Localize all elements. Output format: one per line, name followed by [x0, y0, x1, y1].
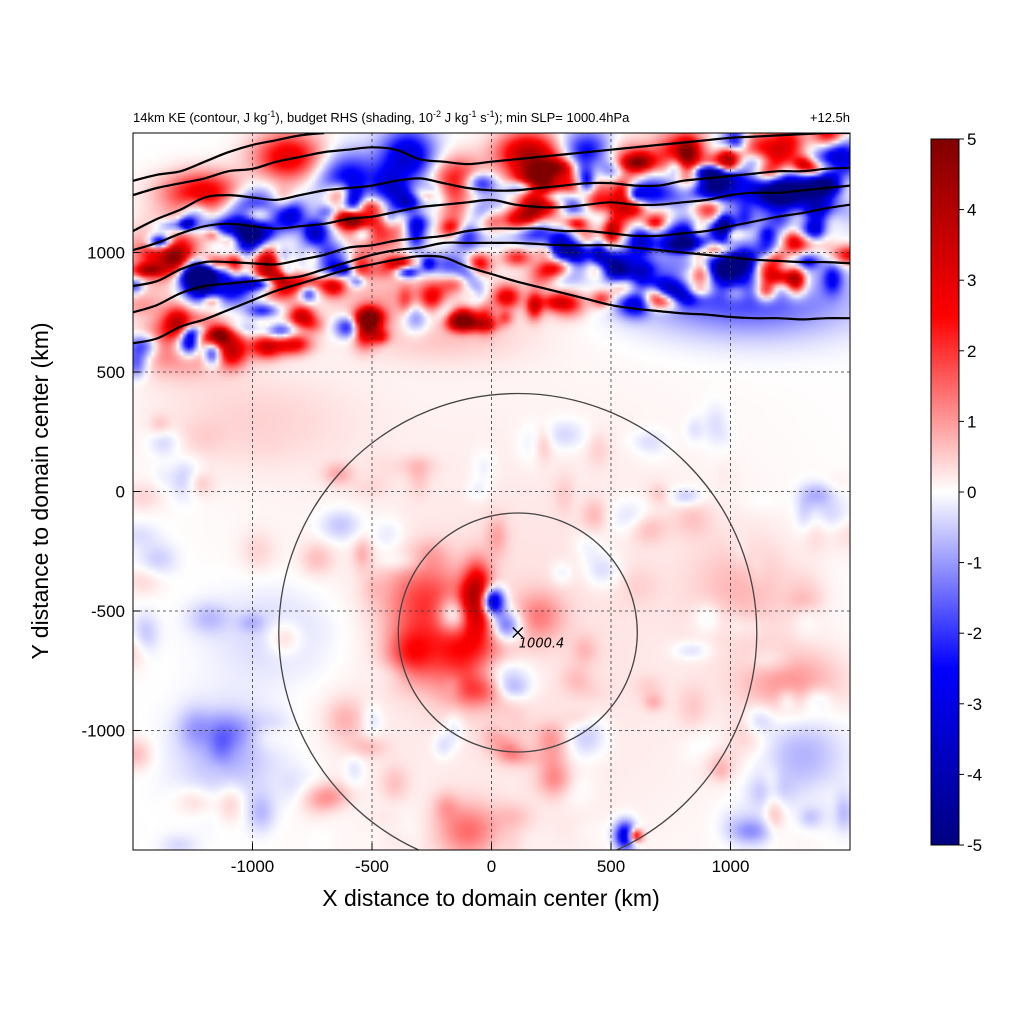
- colorbar-tick-label: 4: [967, 201, 976, 220]
- ke-contour-line: [133, 166, 850, 232]
- x-tick-label: 500: [597, 857, 625, 876]
- colorbar-fill: [930, 138, 960, 846]
- colorbar-tick-label: -5: [967, 836, 982, 855]
- colorbar-tick-label: -4: [967, 765, 982, 784]
- colorbar-tick-label: 0: [967, 483, 976, 502]
- y-tick-label: 1000: [87, 244, 125, 263]
- range-circle: [397, 512, 638, 753]
- budget-rhs-shading: [133, 133, 850, 850]
- colorbar-tick-label: 3: [967, 271, 976, 290]
- range-circle: [278, 392, 758, 850]
- colorbar-ticks: 5 4 3 2 1 0 -1 -2 -3 -4 -5: [959, 130, 982, 855]
- time-label: +12.5h: [810, 110, 850, 125]
- colorbar-tick-label: -3: [967, 695, 982, 714]
- ke-contour-line: [133, 254, 850, 345]
- colorbar-tick-label: 1: [967, 412, 976, 431]
- x-tick-label: -1000: [231, 857, 274, 876]
- ke-contours: [133, 133, 850, 345]
- chart-title: 14km KE (contour, J kg-1), budget RHS (s…: [133, 109, 630, 125]
- min-slp-cross: [512, 627, 524, 639]
- colorbar: 5 4 3 2 1 0 -1 -2 -3 -4 -5: [930, 130, 982, 855]
- range-circles: [278, 392, 758, 850]
- colorbar-tick-label: 2: [967, 342, 976, 361]
- x-axis-ticks: -1000 -500 0 500 1000: [231, 843, 750, 876]
- ke-contour-line: [133, 133, 850, 197]
- ke-contour-line: [133, 203, 850, 288]
- y-tick-label: -1000: [82, 722, 125, 741]
- min-slp-marker: [512, 627, 524, 639]
- x-tick-label: -500: [355, 857, 389, 876]
- colorbar-tick-label: -2: [967, 624, 982, 643]
- ke-contour-line: [133, 241, 850, 314]
- colorbar-tick-label: -1: [967, 554, 982, 573]
- ke-contour-line: [133, 184, 850, 252]
- y-axis-label: Y distance to domain center (km): [27, 322, 53, 659]
- y-tick-label: 0: [116, 483, 125, 502]
- min-slp-label: 1000.4: [519, 637, 565, 652]
- y-tick-label: -500: [91, 602, 125, 621]
- ke-contour-line: [133, 133, 325, 182]
- x-tick-label: 0: [487, 857, 496, 876]
- colorbar-tick-label: 5: [967, 130, 976, 149]
- y-axis-ticks: -1000 -500 0 500 1000: [82, 244, 140, 741]
- plot-area: 1000.4: [132, 132, 851, 851]
- y-tick-label: 500: [97, 363, 125, 382]
- x-tick-label: 1000: [712, 857, 750, 876]
- x-axis-label: X distance to domain center (km): [322, 885, 659, 911]
